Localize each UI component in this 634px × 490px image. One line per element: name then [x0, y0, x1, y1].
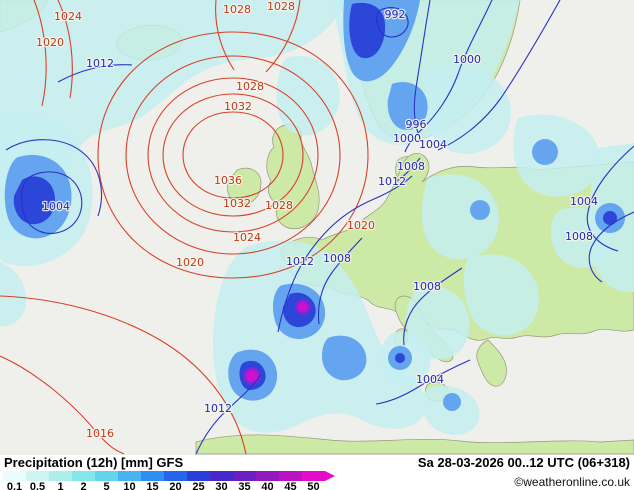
legend-value-label: 2 [80, 481, 87, 490]
map-title: Precipitation (12h) [mm] GFS [4, 455, 184, 470]
isobar-label: 1012 [86, 57, 114, 70]
isobar-label: 1012 [378, 175, 406, 188]
isobar-label: 1004 [416, 373, 444, 386]
legend-value-label: 10 [123, 481, 136, 490]
isobar-label: 1008 [413, 280, 441, 293]
legend-value-label: 40 [261, 481, 274, 490]
isobar-label: 992 [385, 8, 406, 21]
legend-value-label: 25 [192, 481, 205, 490]
isobar-label: 1028 [236, 80, 264, 93]
isobar-label: 1028 [267, 0, 295, 13]
isobar-label: 1020 [176, 256, 204, 269]
legend-color-segment [141, 471, 164, 481]
legend-color-segment [279, 471, 302, 481]
legend-color-segment [26, 471, 49, 481]
legend-value-label: 5 [103, 481, 110, 490]
isobar-label: 1008 [323, 252, 351, 265]
isobar-label: 1028 [223, 3, 251, 16]
precip-extreme-layer [243, 299, 311, 385]
legend-value-label: 0.5 [29, 481, 46, 490]
red-isobars [0, 0, 369, 455]
isobar-label: 1032 [224, 100, 252, 113]
legend-color-segment [164, 471, 187, 481]
legend-color-segment [302, 471, 325, 481]
isobar-label: 1000 [453, 53, 481, 66]
legend-color-segment [49, 471, 72, 481]
legend-arrow [325, 471, 335, 481]
map-footer: Precipitation (12h) [mm] GFS Sa 28-03-20… [0, 455, 634, 490]
isobar-label: 1012 [204, 402, 232, 415]
isobar-label: 1020 [36, 36, 64, 49]
legend-color-segment [210, 471, 233, 481]
isobar-label: 1032 [223, 197, 251, 210]
legend-value-label: 15 [146, 481, 159, 490]
legend-value-label: 0.1 [6, 481, 23, 490]
legend-color-segment [72, 471, 95, 481]
precip-legend-bar [3, 471, 335, 481]
blue-isobars [5, 0, 634, 455]
isobar-label: 996 [406, 118, 427, 131]
europe-weather-map: 1024 1020 1028 1028 1028 1032 1036 1032 1028 1024… [0, 0, 634, 455]
footer-caption-row: Precipitation (12h) [mm] GFS Sa 28-03-20… [0, 455, 634, 470]
isobar-label: 1028 [265, 199, 293, 212]
legend-value-label: 1 [57, 481, 64, 490]
isobar-label: 1036 [214, 174, 242, 187]
legend-color-segment [187, 471, 210, 481]
copyright-link[interactable]: ©weatheronline.co.uk [514, 475, 630, 489]
isobar-label: 1016 [86, 427, 114, 440]
isobar-label: 1004 [419, 138, 447, 151]
legend-value-label: 35 [238, 481, 251, 490]
legend-color-segment [118, 471, 141, 481]
isobar-label: 1004 [570, 195, 598, 208]
isobar-label: 1004 [42, 200, 70, 213]
legend-value-label: 30 [215, 481, 228, 490]
isobar-label: 1008 [565, 230, 593, 243]
legend-color-segment [3, 471, 26, 481]
isobar-label: 1012 [286, 255, 314, 268]
legend-color-segment [233, 471, 256, 481]
map-datetime: Sa 28-03-2026 00..12 UTC (06+318) [417, 455, 630, 470]
precip-legend-labels: 0.1 0.5 1 2 5 10 15 20 25 30 35 40 45 50 [3, 481, 325, 490]
isobar-label: 1020 [347, 219, 375, 232]
isobar-label: 1024 [54, 10, 82, 23]
legend-color-segment [95, 471, 118, 481]
isobar-label: 1008 [397, 160, 425, 173]
isobar-labels: 1024 1020 1028 1028 1028 1032 1036 1032 1028 1024… [35, 0, 600, 441]
legend-value-label: 20 [169, 481, 182, 490]
legend-value-label: 45 [284, 481, 297, 490]
map-area[interactable]: 1024 1020 1028 1028 1028 1032 1036 1032 1028 1024… [0, 0, 634, 455]
precip-dark-layer [13, 2, 617, 390]
legend-color-segment [256, 471, 279, 481]
isobar-label: 1000 [393, 132, 421, 145]
isobar-label: 1024 [233, 231, 261, 244]
legend-value-label: 50 [307, 481, 320, 490]
